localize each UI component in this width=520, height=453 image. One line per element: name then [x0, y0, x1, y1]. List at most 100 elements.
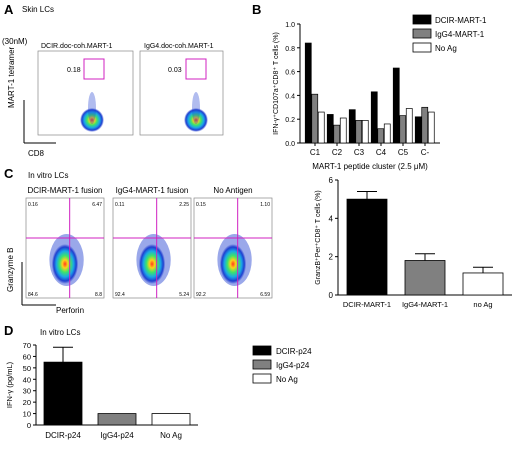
quadrant-lr: 8.8: [95, 292, 102, 298]
bar-no ag: [384, 124, 390, 143]
bar-igg4-mart-1: [400, 116, 406, 143]
panel-a-xlabel: CD8: [28, 149, 45, 158]
quadrant-ll: 92.2: [196, 292, 206, 298]
x-tick-label: C5: [398, 148, 409, 157]
bar-igg4-mart-1: [334, 125, 340, 143]
y-tick-label: 1.0: [285, 22, 295, 29]
legend-swatch: [413, 15, 431, 24]
tetramer-gate: [84, 59, 104, 79]
cell-population-tail: [88, 92, 96, 124]
legend-label: No Ag: [435, 44, 457, 53]
panel-c-bar-chart: 0 2 4 6 DCIR-MART-1 IgG4-MART-1 no Ag GranzB⁺Pe…: [315, 176, 512, 309]
y-axis-label: IFN-γ⁺CD107a⁺CD8⁺ T cells (%): [273, 32, 280, 135]
y-axis-label: GranzB⁺Per⁺CD8⁺ T cells (%): [315, 190, 322, 284]
legend-swatch: [413, 43, 431, 52]
bar-dcir-mart-1: [327, 114, 333, 143]
bar-dcir-mart-1: [305, 43, 311, 143]
y-tick-label: 40: [23, 375, 31, 384]
y-tick-label: 4: [329, 214, 334, 223]
bar-igg4-mart-1: [312, 94, 318, 143]
panel-b-letter: B: [252, 2, 261, 17]
legend-swatch: [253, 346, 271, 355]
panel-d-chart: D In vitro LCs 0 10 20 30 40 50 60 70 DCIR-p24 Ig…: [4, 323, 312, 440]
y-axis-label: IFN-γ (pg/mL): [5, 361, 14, 408]
y-tick-label: 10: [23, 410, 31, 419]
panel-c-letter: C: [4, 166, 14, 181]
flow-plot-2: IgG4-MART-1 fusion 0.11 2.25 92.4 5.24: [113, 186, 191, 298]
y-tick-label: 20: [23, 398, 31, 407]
panel-a-ylabel: MART-1 tetramer: [7, 46, 16, 108]
x-tick-label: DCIR-MART-1: [343, 300, 391, 309]
x-tick-label: no Ag: [473, 300, 492, 309]
x-tick-label: IgG4-MART-1: [402, 300, 448, 309]
y-tick-label: 0.4: [285, 93, 295, 100]
flow-plot-1: DCIR-MART-1 fusion 0.16 6.47 84.6 8.8: [26, 186, 104, 298]
quadrant-lr: 5.24: [179, 292, 189, 298]
legend-swatch: [253, 374, 271, 383]
plot-title: No Antigen: [213, 186, 252, 195]
panel-d-letter: D: [4, 323, 13, 338]
panel-a-dose: (30nM): [2, 37, 28, 46]
quadrant-ul: 0.11: [115, 202, 125, 208]
bar-dcir-mart-1: [371, 92, 377, 143]
legend-swatch: [253, 360, 271, 369]
gate-value: 0.03: [168, 67, 182, 74]
cell-population-tail: [192, 92, 200, 124]
x-tick-label: IgG4-p24: [100, 431, 134, 440]
x-tick-label: C-: [421, 148, 430, 157]
bar-no ag: [406, 108, 412, 143]
y-tick-label: 0: [27, 421, 31, 430]
quadrant-ur: 1.10: [260, 202, 270, 208]
gate-value: 0.18: [67, 67, 81, 74]
legend-label: IgG4-MART-1: [435, 30, 485, 39]
y-tick-label: 60: [23, 352, 31, 361]
cell-population: [220, 244, 247, 284]
y-tick-label: 0.0: [285, 141, 295, 148]
bar: [152, 414, 190, 425]
bar: [347, 199, 387, 295]
bar-no ag: [318, 112, 324, 143]
tetramer-gate: [186, 59, 206, 79]
x-tick-label: C1: [310, 148, 321, 157]
y-tick-label: 0: [329, 291, 334, 300]
bar-dcir-mart-1: [349, 110, 355, 143]
bar-dcir-mart-1: [415, 117, 421, 143]
y-tick-label: 50: [23, 364, 31, 373]
quadrant-lr: 6.59: [260, 292, 270, 298]
bar-igg4-mart-1: [356, 120, 362, 143]
panel-d-subtitle: In vitro LCs: [40, 328, 80, 337]
flow-plot-3: No Antigen0.15 1.1092.2 6.59: [194, 186, 272, 298]
plot-title: DCIR-MART-1 fusion: [28, 186, 103, 195]
cell-population: [139, 244, 166, 284]
bar: [98, 414, 136, 425]
bar-no ag: [340, 118, 346, 143]
panel-c-ylabel: Granzyme B: [6, 248, 15, 292]
x-tick-label: C3: [354, 148, 365, 157]
quadrant-ul: 0.16: [28, 202, 38, 208]
bar-dcir-mart-1: [393, 68, 399, 143]
quadrant-ll: 92.4: [115, 292, 125, 298]
quadrant-ll: 84.6: [28, 292, 38, 298]
legend-label: IgG4-p24: [276, 361, 310, 370]
plot-frame: [140, 51, 223, 135]
plot-title: DCIR.doc-coh.MART-1: [41, 43, 113, 50]
bar: [44, 362, 82, 425]
legend-label: No Ag: [276, 375, 298, 384]
panel-c-subtitle: In vitro LCs: [28, 171, 68, 180]
legend-label: DCIR-p24: [276, 347, 312, 356]
x-tick-label: No Ag: [160, 431, 182, 440]
panel-a: A Skin LCs (30nM) MART-1 tetramer CD8 DC…: [2, 2, 223, 158]
y-tick-label: 0.2: [285, 117, 295, 124]
panel-a-letter: A: [4, 2, 14, 17]
tetramer-plot-2: IgG4.doc-coh.MART-1 0.03: [140, 43, 223, 135]
bar-no ag: [362, 120, 368, 143]
x-axis-label: MART-1 peptide cluster (2.5 μM): [312, 162, 428, 171]
bar: [463, 273, 503, 295]
y-tick-label: 30: [23, 387, 31, 396]
x-tick-label: C2: [332, 148, 343, 157]
legend-label: DCIR-MART-1: [435, 16, 487, 25]
plot-title: IgG4-MART-1 fusion: [116, 186, 189, 195]
y-tick-label: 2: [329, 253, 334, 262]
legend-swatch: [413, 29, 431, 38]
y-tick-label: 0.6: [285, 70, 295, 77]
